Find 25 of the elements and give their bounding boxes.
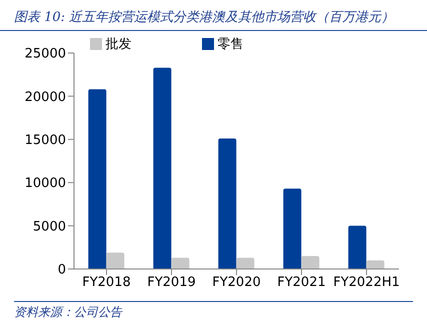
- bar: [171, 258, 190, 269]
- bar: [301, 256, 320, 269]
- x-tick-label: FY2019: [147, 275, 196, 290]
- y-tick-label: 20000: [24, 90, 66, 105]
- legend-label: 批发: [106, 37, 132, 52]
- x-tick-label: FY2020: [212, 275, 261, 290]
- bar: [153, 68, 172, 269]
- y-tick-label: 5000: [32, 219, 66, 234]
- y-tick-label: 10000: [24, 176, 66, 192]
- y-tick-label: 15000: [24, 133, 66, 148]
- bar: [88, 89, 106, 269]
- text: 资料来源：公司公告: [14, 304, 413, 321]
- x-tick-label: FY2018: [82, 275, 131, 290]
- bar: [348, 226, 366, 269]
- bar: [283, 188, 302, 269]
- legend-label: 零售: [218, 37, 244, 52]
- bar: [218, 138, 236, 269]
- bar: [236, 258, 254, 269]
- bar: [366, 260, 384, 269]
- x-tick-label: FY2022H1: [333, 275, 400, 290]
- chart-title: 图表 10: 近五年按营运模式分类港澳及其他市场营收（百万港元）: [0, 0, 427, 31]
- y-tick-label: 25000: [24, 46, 66, 62]
- bar: [106, 252, 124, 269]
- x-tick-label: FY2021: [277, 275, 326, 290]
- y-tick-label: 0: [58, 262, 66, 278]
